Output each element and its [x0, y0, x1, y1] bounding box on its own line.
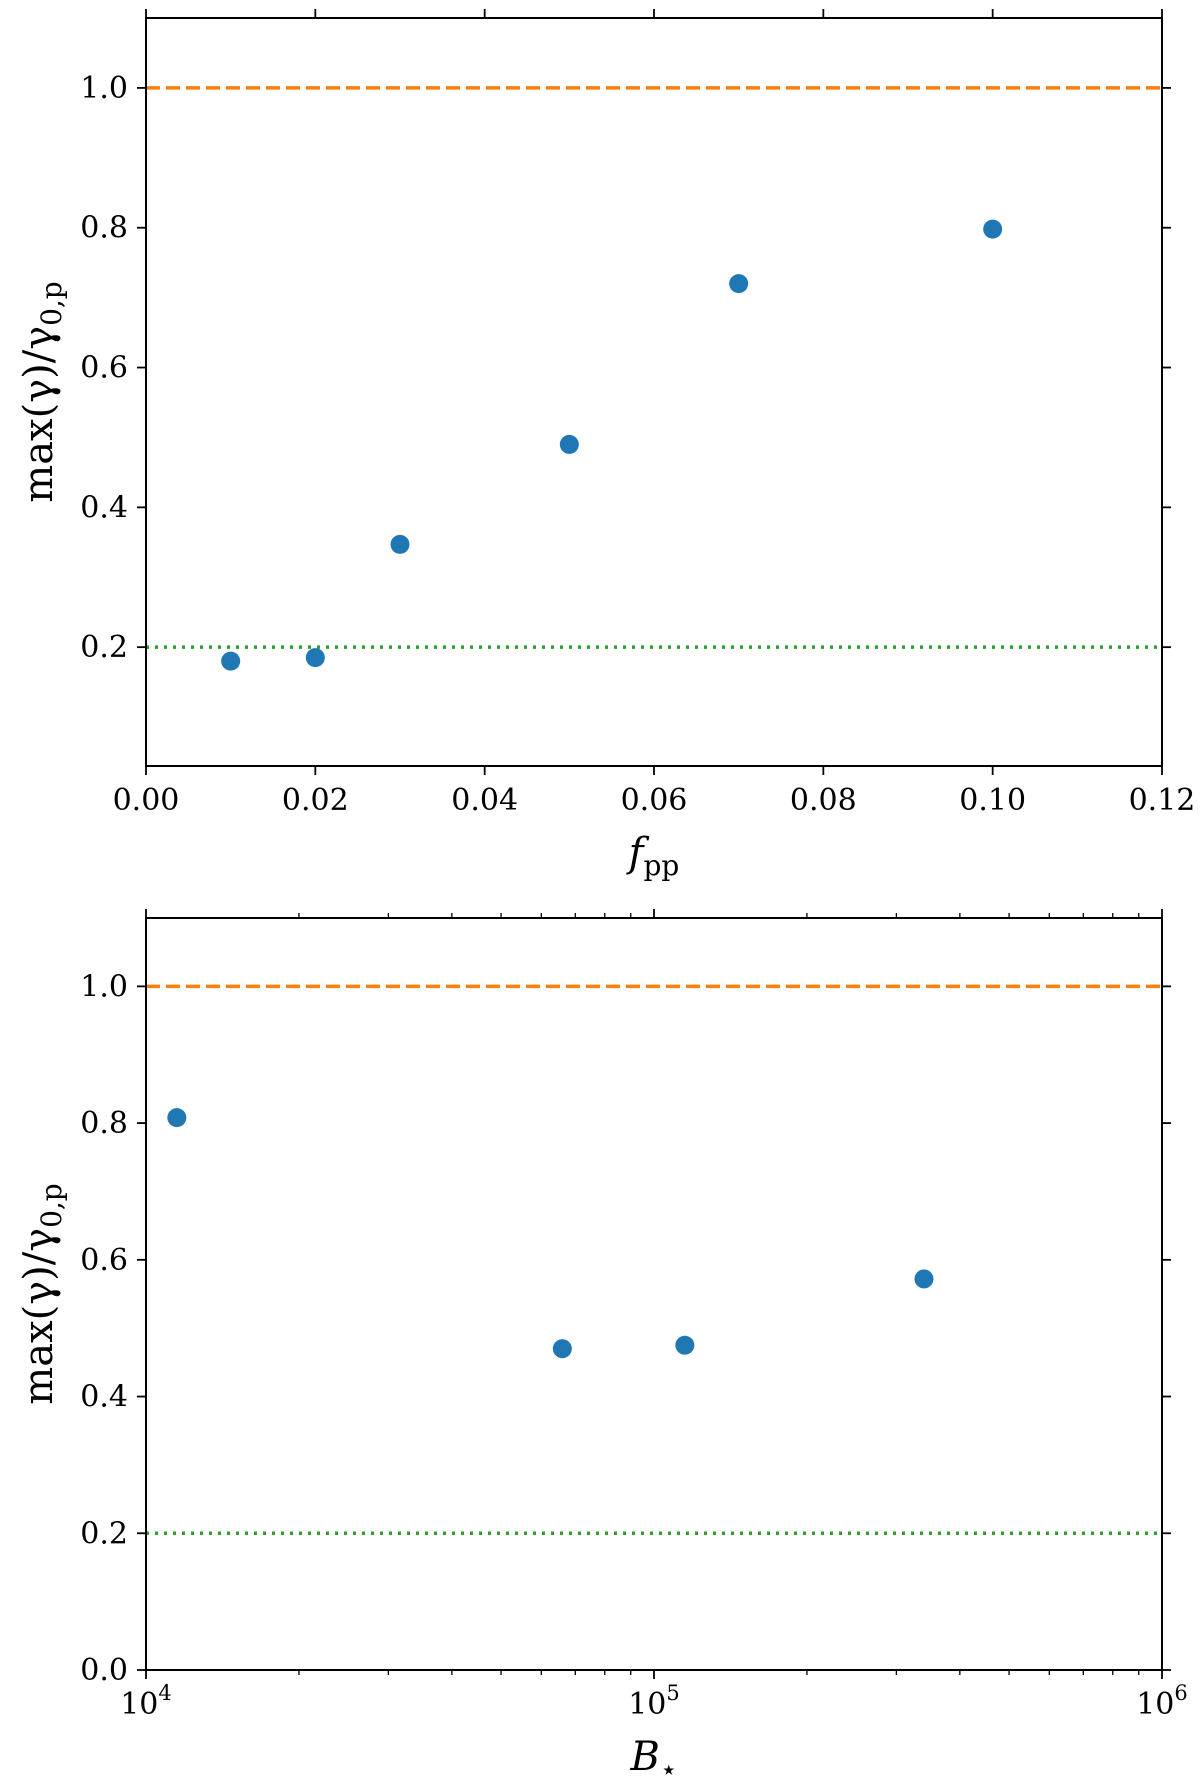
y-tick-label: 1.0 — [80, 71, 128, 106]
y-tick-label: 0.4 — [80, 490, 128, 525]
x-tick-label: 0.08 — [790, 783, 857, 818]
chart-panel-2: 0.0 0.2 0.4 0.6 0.8 1.0 104 105 106 B⋆ max(γ)/γ0,p — [16, 909, 1188, 1784]
data-point — [390, 534, 410, 554]
data-point — [552, 1339, 572, 1359]
x-tick-label: 0.02 — [282, 783, 349, 818]
data-point — [675, 1335, 695, 1355]
plot-frame — [145, 917, 1163, 1671]
x-tick-label: 0.06 — [621, 783, 688, 818]
data-point — [729, 274, 749, 294]
data-point — [559, 434, 579, 454]
x-tick-label: 0.10 — [959, 783, 1026, 818]
x-axis-label: B⋆ — [630, 1734, 678, 1784]
y-tick-label: 0.8 — [80, 211, 128, 246]
y-tick-label: 0.2 — [80, 630, 128, 665]
data-point — [167, 1108, 187, 1128]
x-tick-exponent: 5 — [666, 1681, 679, 1705]
y-tick-label: 0.6 — [80, 351, 128, 386]
y-axis-label: max(γ)/γ0,p — [16, 281, 68, 502]
data-point — [983, 219, 1003, 239]
plot-frame — [145, 17, 1163, 767]
x-tick-label: 106 — [1136, 1681, 1188, 1722]
data-point — [305, 648, 325, 668]
x-tick-exponent: 6 — [1174, 1681, 1187, 1705]
x-tick-label: 0.04 — [451, 783, 518, 818]
x-axis-label: fpp — [626, 830, 680, 882]
y-axis-label-main: max(γ)/γ — [16, 1228, 62, 1405]
data-point — [914, 1269, 934, 1289]
y-tick-label: 0.0 — [80, 1653, 128, 1688]
y-tick-label: 0.4 — [80, 1380, 128, 1415]
x-tick-exponent: 4 — [158, 1681, 171, 1705]
chart-panel-1: 0.2 0.4 0.6 0.8 1.0 0.00 0.02 0.04 0.06 0.08 0.10 0… — [16, 9, 1195, 882]
x-tick-label: 105 — [628, 1681, 680, 1722]
x-tick-label: 0.12 — [1129, 783, 1196, 818]
data-point — [221, 651, 241, 671]
x-axis-label-main: B — [630, 1734, 660, 1780]
x-axis-label-subscript: ⋆ — [660, 1753, 678, 1784]
y-tick-label: 0.2 — [80, 1516, 128, 1551]
y-axis-label-subscript: 0,p — [35, 281, 68, 326]
x-tick-label: 104 — [120, 1681, 172, 1722]
y-tick-label: 0.6 — [80, 1243, 128, 1278]
y-axis-label: max(γ)/γ0,p — [16, 1183, 68, 1404]
y-tick-label: 1.0 — [80, 969, 128, 1004]
x-axis-label-subscript: pp — [643, 849, 679, 882]
y-axis-label-subscript: 0,p — [35, 1183, 68, 1228]
x-tick-label: 0.00 — [113, 783, 180, 818]
y-tick-label: 0.8 — [80, 1106, 128, 1141]
y-axis-label-main: max(γ)/γ — [16, 326, 62, 503]
